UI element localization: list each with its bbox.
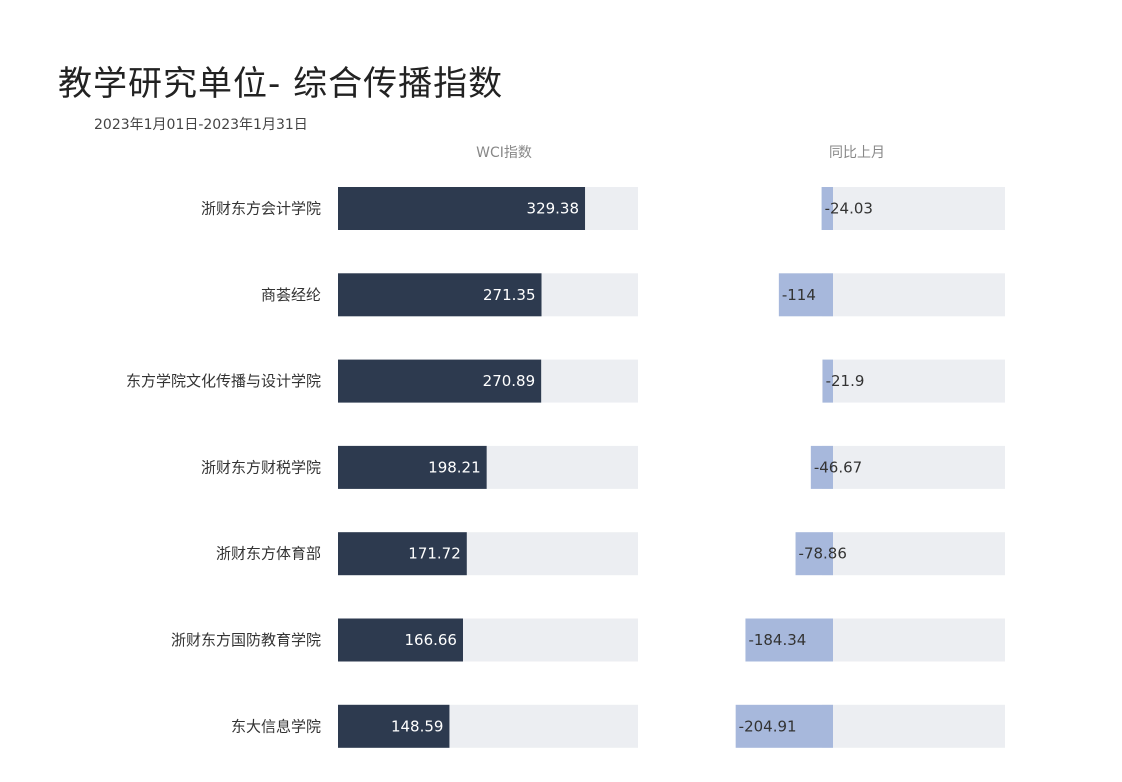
category-label: 浙财东方体育部: [216, 545, 321, 563]
category-label: 浙财东方会计学院: [201, 200, 321, 218]
wci-value-label: 198.21: [428, 458, 481, 476]
change-bar: [810, 445, 833, 489]
wci-bar: [338, 618, 463, 662]
wci-bar: [338, 187, 586, 230]
chart-subtitle: 2023年1月01日-2023年1月31日: [94, 117, 308, 133]
change-bar: [795, 532, 833, 576]
change-bar: [821, 187, 833, 230]
change-value-label: -78.86: [799, 545, 847, 563]
change-track: [822, 273, 1005, 317]
change-value-label: -24.03: [825, 200, 873, 218]
change-bar: [735, 704, 833, 748]
wci-bar: [338, 273, 542, 317]
column-header-wci: WCI指数: [476, 145, 532, 161]
category-label: 浙财东方财税学院: [201, 458, 321, 476]
change-track: [822, 618, 1005, 662]
wci-value-label: 329.38: [527, 200, 580, 218]
column-header-change: 同比上月: [829, 145, 885, 161]
wci-value-label: 270.89: [483, 372, 536, 390]
change-bar: [778, 273, 833, 317]
wci-bar: [338, 359, 542, 403]
wci-bar: [338, 445, 487, 489]
wci-bar: [338, 704, 450, 748]
change-value-label: -114: [782, 286, 816, 304]
change-track: [822, 187, 1005, 230]
wci-value-label: 166.66: [404, 631, 457, 649]
change-value-label: -21.9: [826, 372, 865, 390]
category-label: 东大信息学院: [231, 717, 321, 735]
change-bar: [822, 359, 833, 403]
change-value-label: -184.34: [748, 631, 806, 649]
category-label: 浙财东方国防教育学院: [171, 631, 321, 649]
change-track: [822, 532, 1005, 576]
wci-value-label: 271.35: [483, 286, 536, 304]
change-bar: [745, 618, 833, 662]
category-label: 东方学院文化传播与设计学院: [126, 372, 321, 390]
chart-title: 教学研究单位- 综合传播指数: [58, 64, 504, 104]
change-track: [822, 359, 1005, 403]
wci-value-label: 171.72: [408, 545, 461, 563]
wci-value-label: 148.59: [391, 717, 444, 735]
change-value-label: -204.91: [739, 717, 797, 735]
change-value-label: -46.67: [814, 458, 862, 476]
change-track: [822, 704, 1005, 748]
category-label: 商荟经纶: [261, 286, 321, 304]
wci-bar: [338, 532, 467, 576]
change-track: [822, 445, 1005, 489]
